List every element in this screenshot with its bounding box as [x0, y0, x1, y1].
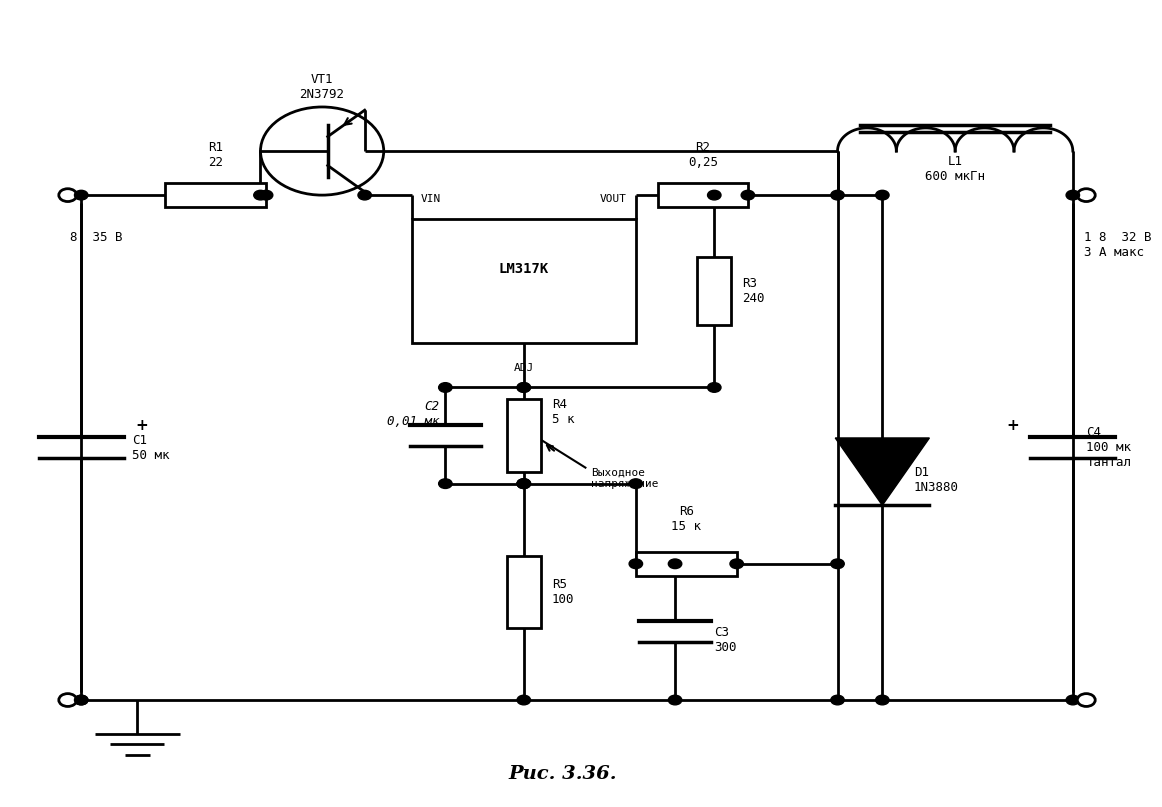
Polygon shape: [835, 438, 930, 505]
Text: R5
100: R5 100: [552, 578, 574, 606]
Text: C1
50 мк: C1 50 мк: [131, 433, 170, 462]
Circle shape: [517, 695, 531, 705]
Circle shape: [517, 383, 531, 392]
Text: ADJ: ADJ: [514, 363, 533, 374]
Circle shape: [74, 695, 88, 705]
Bar: [165, 183, 266, 207]
Text: LM317K: LM317K: [498, 262, 548, 276]
Circle shape: [876, 190, 889, 200]
Circle shape: [1066, 190, 1079, 200]
Text: 8  35 В: 8 35 В: [70, 231, 122, 245]
Text: +: +: [135, 418, 148, 433]
Text: VT1
2N3792: VT1 2N3792: [300, 73, 345, 101]
Circle shape: [629, 559, 643, 569]
Text: C3
300: C3 300: [715, 626, 737, 654]
Circle shape: [517, 479, 531, 488]
Circle shape: [517, 479, 531, 488]
Circle shape: [438, 383, 452, 392]
Circle shape: [1066, 695, 1079, 705]
Bar: [636, 552, 737, 576]
Text: C4
100 мк
Тантал: C4 100 мк Тантал: [1086, 426, 1132, 469]
Circle shape: [1077, 189, 1096, 202]
Circle shape: [730, 559, 744, 569]
Bar: [697, 257, 731, 325]
Text: R6
15 к: R6 15 к: [672, 505, 701, 533]
Circle shape: [438, 479, 452, 488]
Circle shape: [668, 695, 682, 705]
Bar: [507, 556, 540, 628]
Text: R1
22: R1 22: [208, 141, 223, 169]
Circle shape: [831, 190, 845, 200]
Circle shape: [74, 190, 88, 200]
Text: R4
5 к: R4 5 к: [552, 398, 574, 425]
Circle shape: [741, 190, 754, 200]
Circle shape: [708, 190, 720, 200]
Text: D1
1N3880: D1 1N3880: [913, 466, 959, 494]
Text: 1 8  32 В
3 А макс: 1 8 32 В 3 А макс: [1084, 231, 1152, 259]
Circle shape: [259, 190, 273, 200]
Text: L1
600 мкГн: L1 600 мкГн: [925, 155, 985, 183]
Circle shape: [253, 190, 267, 200]
Text: Рис. 3.36.: Рис. 3.36.: [509, 765, 617, 783]
Text: VOUT: VOUT: [600, 194, 626, 204]
Text: +: +: [1006, 418, 1019, 433]
Circle shape: [59, 694, 77, 706]
Circle shape: [876, 695, 889, 705]
Text: R3
240: R3 240: [743, 278, 765, 305]
Circle shape: [74, 695, 88, 705]
Text: C2
0,01 мк: C2 0,01 мк: [387, 399, 439, 428]
Circle shape: [358, 190, 372, 200]
Circle shape: [517, 479, 531, 488]
Bar: [507, 399, 540, 471]
Circle shape: [668, 559, 682, 569]
Circle shape: [1077, 694, 1096, 706]
Text: VIN: VIN: [421, 194, 440, 204]
Circle shape: [629, 479, 643, 488]
Circle shape: [517, 383, 531, 392]
Circle shape: [59, 189, 77, 202]
Text: R2
0,25: R2 0,25: [688, 141, 718, 169]
Bar: [658, 183, 748, 207]
Circle shape: [708, 383, 720, 392]
Bar: [411, 220, 636, 344]
Circle shape: [831, 695, 845, 705]
Text: Выходное
напряжение: Выходное напряжение: [591, 467, 659, 489]
Circle shape: [831, 559, 845, 569]
